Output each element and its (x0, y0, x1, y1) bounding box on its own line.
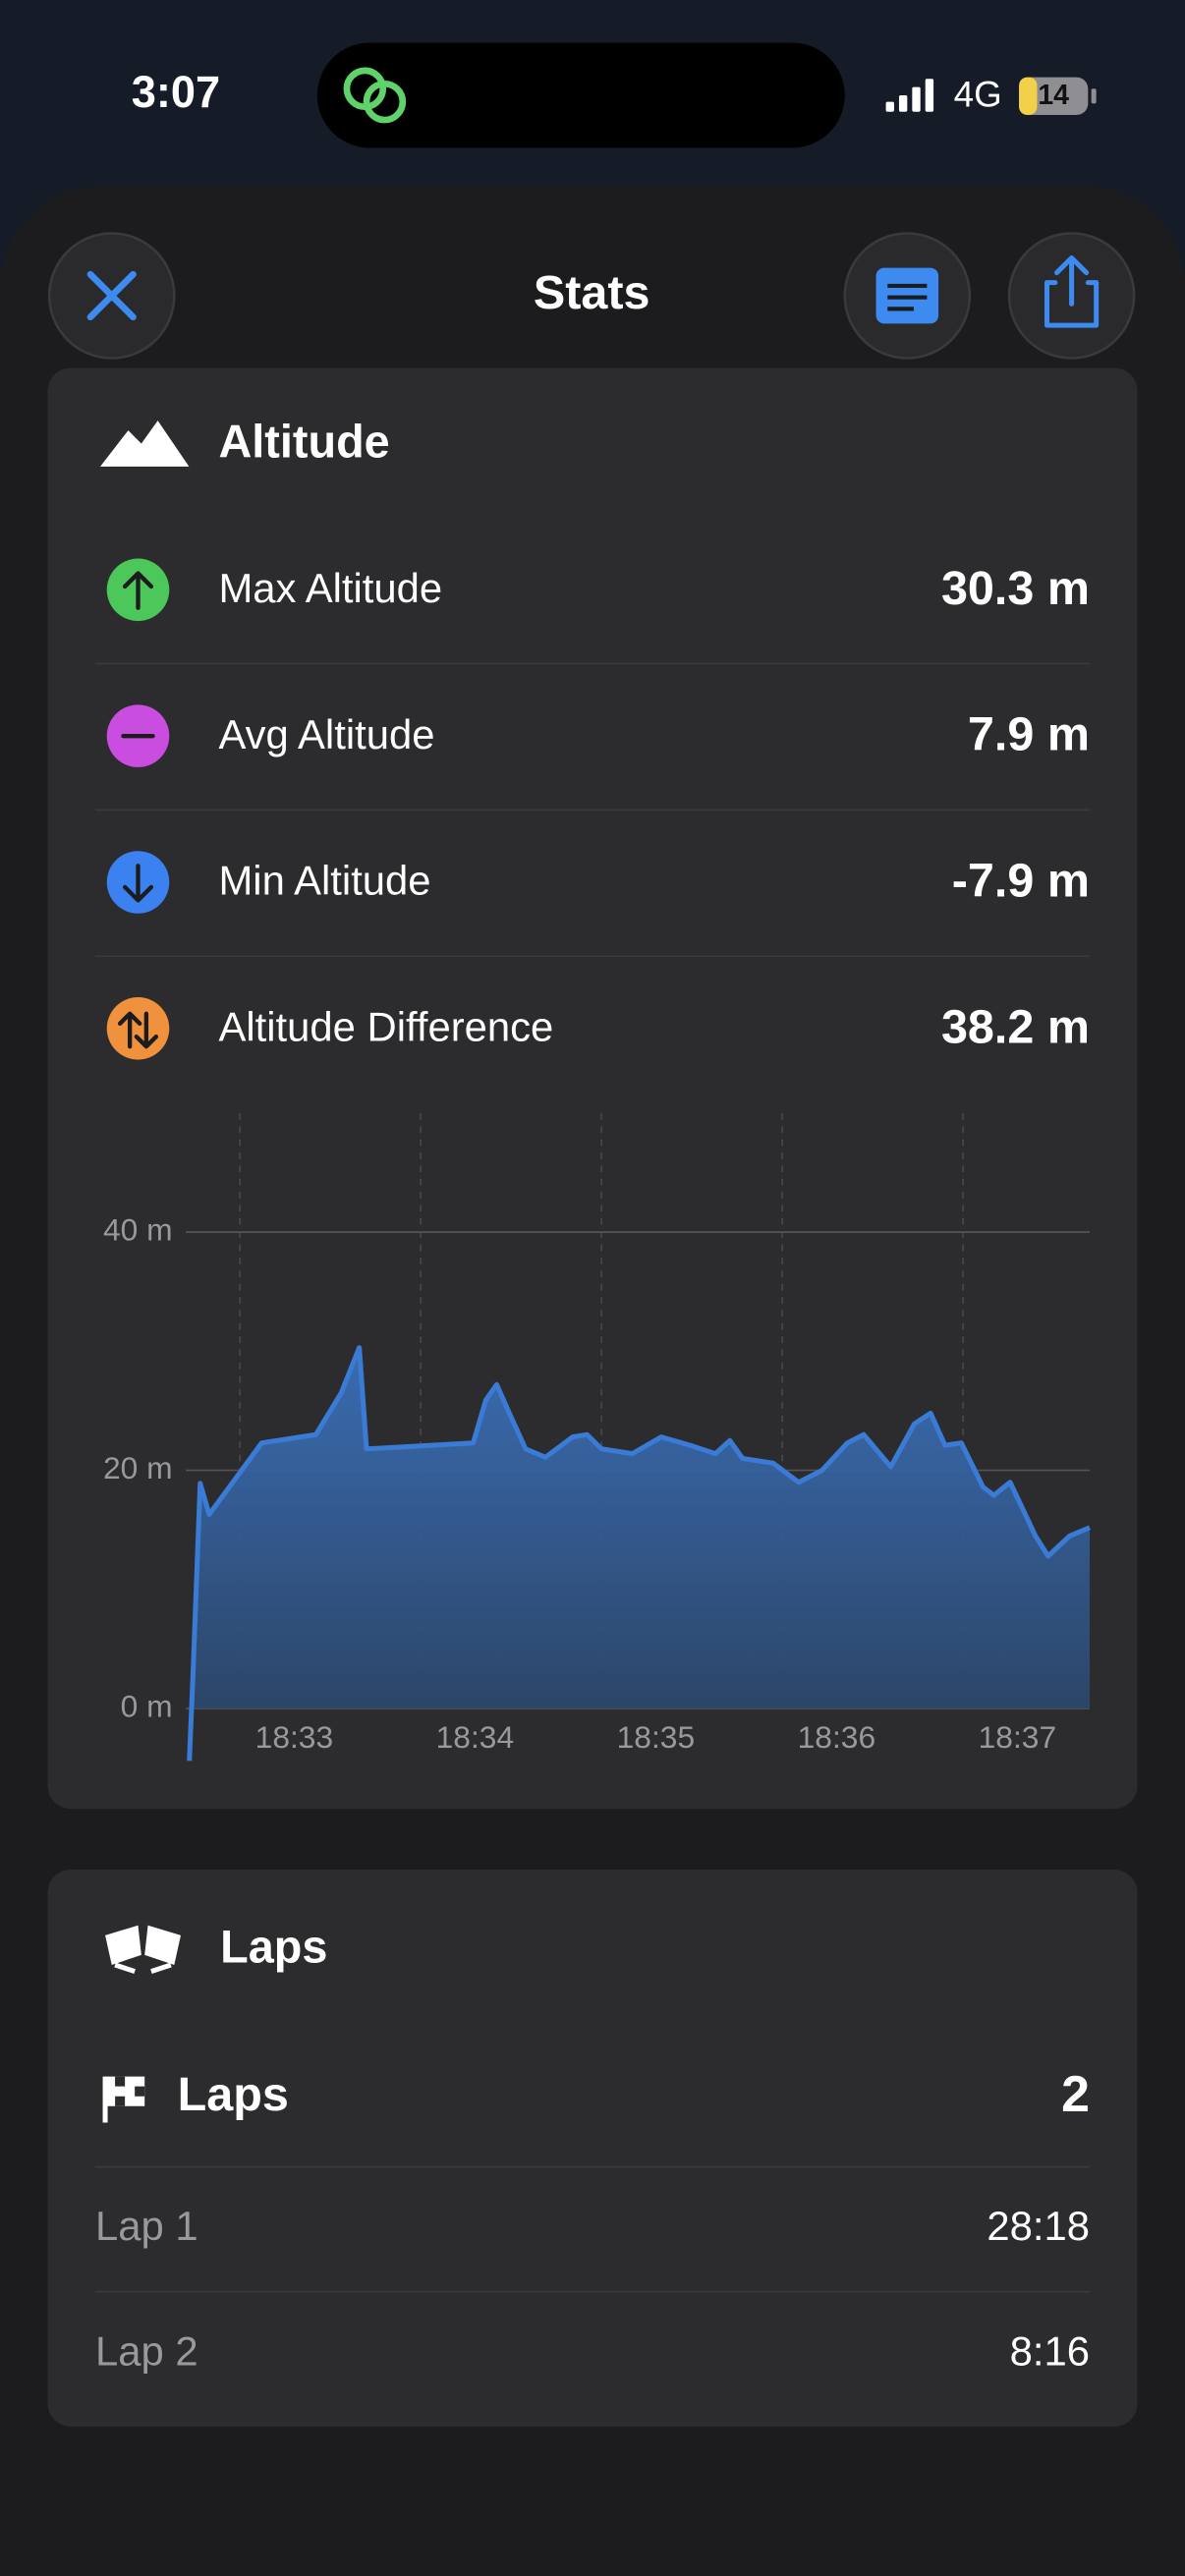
close-button[interactable] (47, 232, 176, 360)
lap-label: Lap 2 (95, 2327, 198, 2374)
row-icon (106, 997, 170, 1060)
flag-icon (102, 2076, 145, 2123)
laps-title: Laps (220, 1921, 327, 1972)
network-label: 4G (954, 74, 1002, 114)
x-tick-label: 18:36 (798, 1719, 876, 1755)
x-tick-label: 18:34 (436, 1719, 515, 1755)
status-time: 3:07 (132, 67, 220, 117)
row-value: 30.3 m (941, 562, 1090, 615)
x-tick-label: 18:35 (617, 1719, 696, 1755)
row-label: Max Altitude (218, 565, 442, 611)
y-tick-label: 40 m (103, 1212, 173, 1248)
row-value: 38.2 m (941, 1000, 1090, 1053)
row-value: -7.9 m (952, 854, 1090, 907)
altitude-title: Altitude (218, 417, 389, 468)
dynamic-island (316, 42, 845, 148)
lap-label: Lap 1 (95, 2203, 198, 2249)
lap-time: 28:18 (987, 2203, 1090, 2249)
battery-level (1019, 77, 1038, 116)
row-label: Avg Altitude (218, 711, 434, 757)
checkered-flags-icon (105, 1925, 181, 1975)
laps-card (47, 1869, 1138, 2427)
header-title: Stats (534, 266, 650, 319)
x-tick-label: 18:37 (979, 1719, 1057, 1755)
share-button[interactable] (1007, 232, 1136, 360)
area-line (187, 1345, 1091, 1762)
notes-button[interactable] (843, 232, 972, 360)
y-tick-label: 0 m (121, 1688, 173, 1723)
lap-time: 8:16 (1010, 2327, 1090, 2374)
y-tick-label: 20 m (103, 1450, 173, 1485)
battery-label: 14 (1038, 80, 1069, 111)
laps-total-label: Laps (178, 2068, 289, 2121)
row-label: Min Altitude (218, 858, 430, 904)
row-label: Altitude Difference (218, 1004, 553, 1050)
x-tick-label: 18:33 (255, 1719, 334, 1755)
row-glyph (122, 864, 154, 903)
laps-total-value: 2 (1061, 2065, 1090, 2122)
area-fill (189, 1347, 1090, 1762)
row-value: 7.9 m (968, 708, 1090, 761)
mountain-icon (100, 420, 190, 467)
island-icon (343, 67, 407, 124)
row-glyph (117, 1011, 159, 1049)
battery-cap (1091, 88, 1097, 104)
row-glyph (122, 571, 154, 610)
signal-icon (885, 79, 934, 112)
